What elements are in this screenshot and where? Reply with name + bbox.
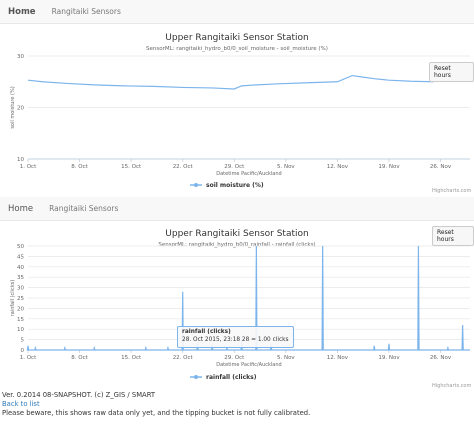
y-tick-label: 25 (17, 296, 24, 302)
x-tick-label: 22. Oct (173, 164, 194, 170)
x-tick-label: 12. Nov (327, 164, 349, 170)
x-tick-label: 22. Oct (173, 355, 194, 361)
y-tick-label: 45 (17, 254, 24, 260)
x-tick-label: 8. Oct (71, 164, 88, 170)
home-link[interactable]: Home (8, 6, 36, 17)
soil-moisture-chart-svg: Upper Rangitaiki Sensor Station SensorML:… (10, 33, 471, 189)
calibration-note: Please beware, this shows raw data only … (2, 408, 311, 417)
series-line (26, 245, 470, 351)
x-tick-label: 29. Oct (224, 164, 245, 170)
page-footer: Ver. 0.2014 08-SNAPSHOT. (c) Z_GIS / SMA… (2, 391, 310, 417)
rangitaiki-sensors-link[interactable]: Rangitaiki Sensors (51, 7, 121, 16)
y-tick-label: 5 (21, 338, 25, 344)
x-tick-label: 19. Nov (378, 355, 400, 361)
y-axis-title: rainfall (clicks) (10, 280, 16, 317)
x-tick-label: 12. Nov (327, 355, 349, 361)
tooltip-series: rainfall (clicks) (182, 329, 231, 335)
x-tick-label: 26. Nov (430, 164, 452, 170)
y-tick-label: 50 (17, 244, 24, 250)
x-tick-label: 15. Oct (121, 355, 142, 361)
highcharts-credit[interactable]: Highcharts.com (432, 188, 472, 194)
chart-subtitle: SensorML: rangitaiki_hydro_b0/0_soil_moi… (146, 46, 328, 52)
rainfall-tooltip: rainfall (clicks) 28. Oct 2015, 23:18 28… (177, 326, 294, 348)
x-tick-label: 5. Nov (277, 164, 295, 170)
second-navbar: Home Rangitaiki Sensors (0, 197, 474, 221)
rangitaiki-sensors-link-2[interactable]: Rangitaiki Sensors (49, 204, 119, 213)
x-tick-label: 8. Oct (71, 355, 88, 361)
y-tick-label: 40 (17, 265, 24, 271)
rainfall-chart-svg: Upper Rangitaiki Sensor Station SensorML:… (10, 229, 470, 381)
tooltip-value: 28. Oct 2015, 23:18 28 = 1.00 clicks (182, 336, 289, 343)
chart-subtitle: SensorML: rangitaiki_hydro_b0/0_rainfall… (158, 242, 315, 248)
chart-title: Upper Rangitaiki Sensor Station (165, 33, 308, 43)
series-line (27, 74, 471, 90)
reset-zoom-button-2[interactable]: Reset hours (432, 226, 474, 246)
x-tick-label: 1. Oct (20, 164, 37, 170)
rainfall-chart: Upper Rangitaiki Sensor Station SensorML:… (0, 222, 474, 390)
x-tick-label: 26. Nov (430, 355, 452, 361)
top-navbar: Home Rangitaiki Sensors (0, 0, 474, 24)
x-tick-label: 15. Oct (121, 164, 142, 170)
legend-marker (194, 183, 198, 187)
y-tick-label: 10 (17, 327, 24, 333)
home-link-2[interactable]: Home (8, 203, 34, 214)
y-tick-label: 0 (21, 348, 25, 354)
reset-zoom-button[interactable]: Reset hours (429, 62, 474, 82)
x-tick-label: 19. Nov (378, 164, 400, 170)
y-tick-label: 30 (17, 54, 24, 60)
x-axis-title: Datetime Pacific/Auckland (216, 171, 281, 177)
back-to-list-link[interactable]: Back to list (2, 399, 40, 408)
x-axis-title: Datetime Pacific/Auckland (216, 362, 281, 368)
y-tick-label: 35 (17, 275, 24, 281)
highcharts-credit-2[interactable]: Highcharts.com (432, 383, 472, 389)
x-tick-label: 5. Nov (277, 355, 295, 361)
chart-title: Upper Rangitaiki Sensor Station (165, 229, 308, 239)
y-tick-label: 15 (17, 317, 24, 323)
x-tick-label: 1. Oct (20, 355, 37, 361)
y-axis-title: soil moisture (%) (10, 86, 16, 128)
y-tick-label: 30 (17, 286, 24, 292)
legend-label: rainfall (clicks) (206, 374, 257, 381)
soil-moisture-chart: Upper Rangitaiki Sensor Station SensorML:… (0, 26, 474, 196)
y-tick-label: 10 (17, 157, 24, 163)
version-text: Ver. 0.2014 08-SNAPSHOT. (c) Z_GIS / SMA… (2, 391, 156, 399)
y-tick-label: 20 (17, 306, 24, 312)
x-tick-label: 29. Oct (224, 355, 245, 361)
legend-marker (194, 375, 198, 379)
y-tick-label: 20 (17, 106, 24, 112)
legend-label: soil moisture (%) (206, 182, 264, 189)
